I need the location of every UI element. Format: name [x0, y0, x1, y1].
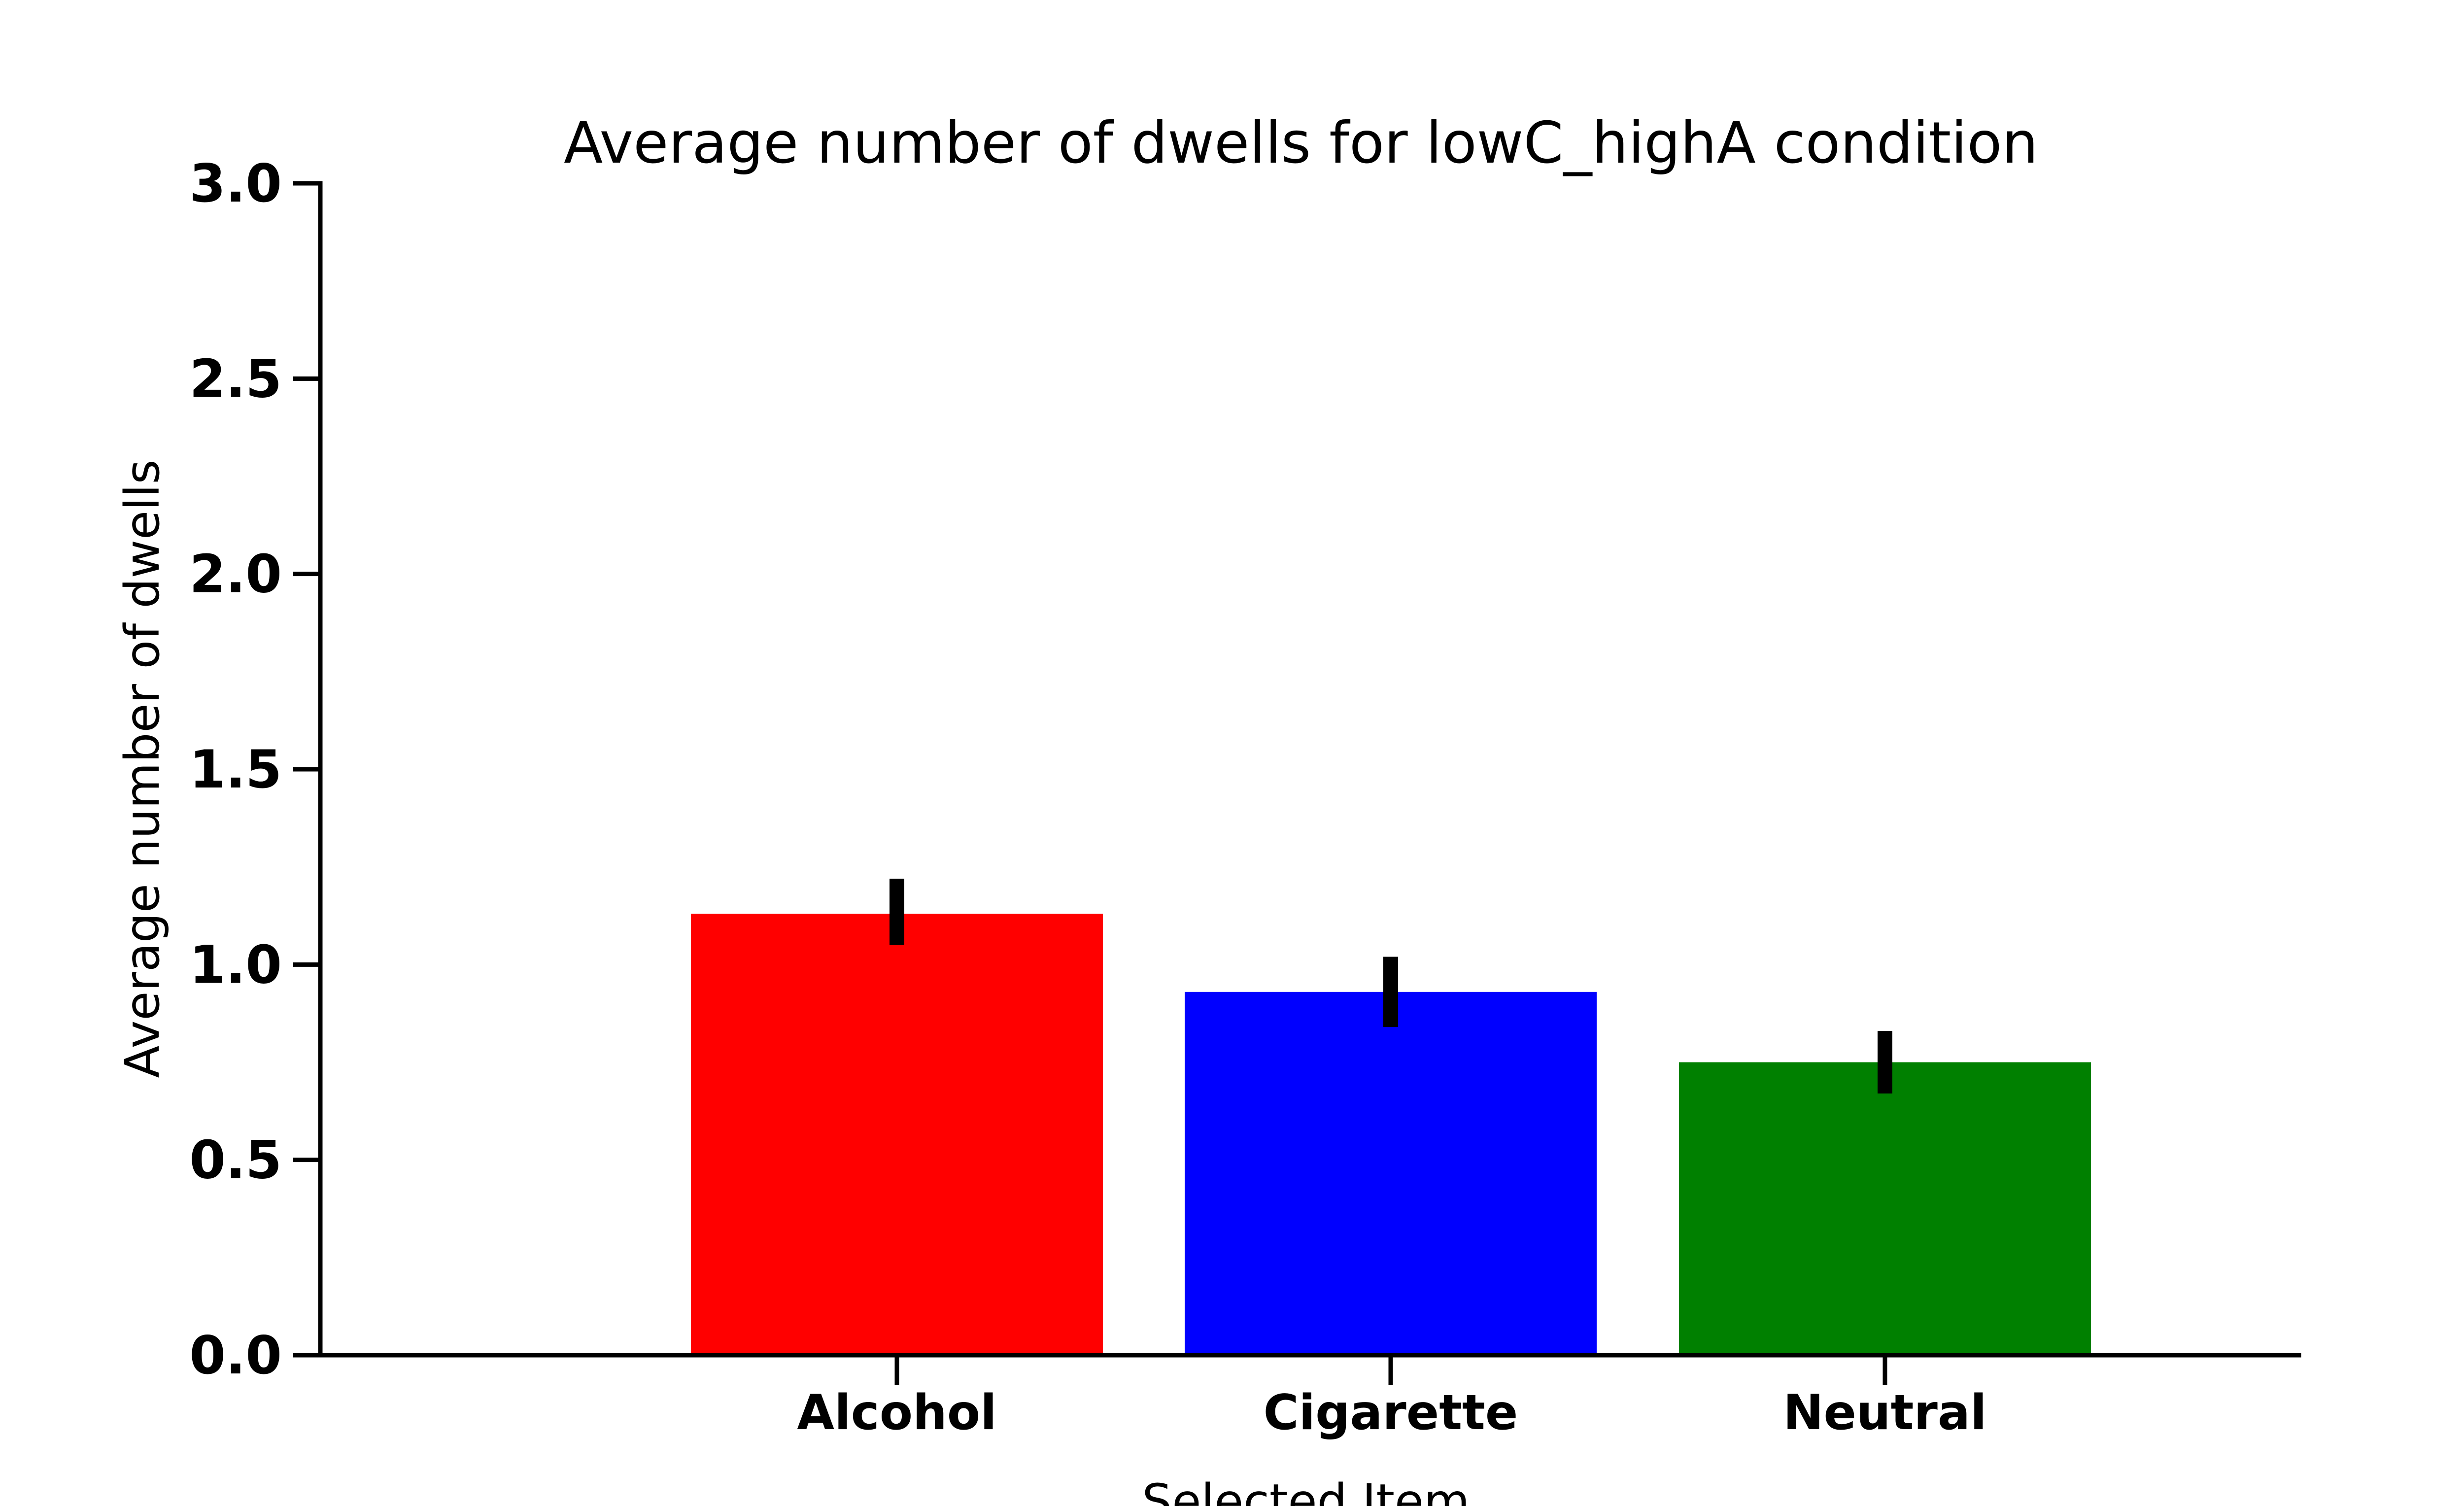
chart-title: Average number of dwells for lowC_highA …: [564, 110, 2038, 176]
x-tick-label-alcohol: Alcohol: [797, 1385, 997, 1441]
y-tick-label: 1.0: [189, 934, 282, 995]
x-tick-label-cigarette: Cigarette: [1264, 1385, 1518, 1441]
y-tick-label: 3.0: [189, 153, 282, 214]
y-tick-label: 1.5: [189, 739, 282, 800]
x-tick-label-neutral: Neutral: [1783, 1385, 1986, 1441]
y-axis-label: Average number of dwells: [115, 460, 170, 1078]
y-tick-label: 0.5: [189, 1130, 282, 1191]
plot-area: 0.0 0.5 1.0 1.5 2.0 2.5 3.0 Alcohol Cigarette Neu…: [189, 153, 2301, 1441]
bar-neutral: [1679, 1062, 2091, 1355]
x-axis-label: Selected Item: [1142, 1474, 1470, 1506]
y-tick-label: 0.0: [189, 1325, 282, 1386]
bar-cigarette: [1185, 992, 1597, 1355]
y-tick-label: 2.5: [189, 348, 282, 409]
bar-alcohol: [691, 914, 1103, 1355]
y-tick-label: 2.0: [189, 544, 282, 605]
